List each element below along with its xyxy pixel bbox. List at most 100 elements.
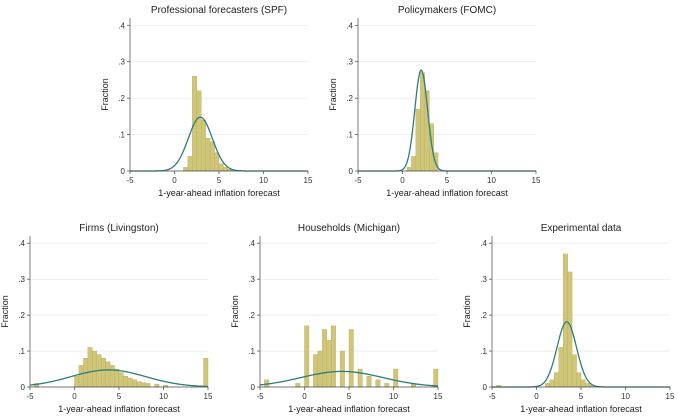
chart-title: Professional forecasters (SPF) xyxy=(151,5,287,16)
x-tick-label: -5 xyxy=(354,176,362,185)
histogram-bar xyxy=(415,108,421,172)
x-tick-label: 10 xyxy=(621,392,630,401)
histogram-bar xyxy=(571,354,577,388)
chart-panel: Households (Michigan)0.1.2.3.4-5 0 5 10 151-… xyxy=(230,223,443,414)
chart-panel: Policymakers (FOMC)0.1.2.3.4-5 0 5 10 151-ye… xyxy=(328,5,541,198)
histogram-bar xyxy=(576,372,582,388)
x-axis-label: 1-year-ahead inflation forecast xyxy=(58,404,180,414)
x-tick-label: 10 xyxy=(389,392,398,401)
x-axis-label: 1-year-ahead inflation forecast xyxy=(520,404,642,414)
histogram-bar xyxy=(585,383,591,388)
histogram-bar xyxy=(375,379,381,388)
normal-density-curve xyxy=(358,69,536,172)
histogram-bar xyxy=(393,368,399,388)
y-tick-label: 0 xyxy=(21,383,26,392)
x-tick-label: 15 xyxy=(304,176,313,185)
chart-panel: Firms (Livingston)0.1.2.3.4-5 0 5 10 151-yea… xyxy=(0,223,213,414)
histogram-bar xyxy=(295,383,301,388)
histogram-bar xyxy=(100,358,106,388)
y-axis-label: Fraction xyxy=(100,78,110,111)
x-tick-label: 0 xyxy=(72,392,77,401)
y-tick-label: .3 xyxy=(248,275,255,284)
histogram-bar xyxy=(322,329,327,388)
normal-density-curve xyxy=(259,370,439,387)
x-tick-label: 15 xyxy=(666,392,675,401)
histogram-bar xyxy=(132,379,138,388)
y-tick-label: .2 xyxy=(118,94,125,103)
histogram-bar xyxy=(304,325,310,388)
histogram-bar xyxy=(200,119,206,172)
histogram-bar xyxy=(141,382,146,388)
x-tick-label: 0 xyxy=(302,392,307,401)
x-axis-label: 1-year-ahead inflation forecast xyxy=(288,404,410,414)
y-tick-label: 0 xyxy=(121,167,126,176)
histogram-bar xyxy=(339,350,345,388)
histogram-bar xyxy=(127,377,133,388)
histogram-bar xyxy=(317,350,323,388)
y-tick-label: .1 xyxy=(18,347,25,356)
histogram-bar xyxy=(563,253,568,388)
x-tick-label: 5 xyxy=(347,392,352,401)
histogram-bar xyxy=(78,365,84,388)
histogram-bar xyxy=(545,383,551,388)
histogram-bar xyxy=(554,372,559,388)
x-tick-label: 10 xyxy=(159,392,168,401)
chart-title: Households (Michigan) xyxy=(298,223,400,234)
histogram-bar xyxy=(433,368,439,388)
x-tick-label: 5 xyxy=(579,392,584,401)
x-tick-label: -5 xyxy=(126,176,134,185)
chart-title: Experimental data xyxy=(541,223,622,234)
x-tick-label: -5 xyxy=(256,392,264,401)
chart-title: Policymakers (FOMC) xyxy=(398,5,496,16)
histogram-bar xyxy=(145,383,151,388)
x-axis-label: 1-year-ahead inflation forecast xyxy=(158,188,280,198)
x-tick-label: 0 xyxy=(534,392,539,401)
y-tick-label: .2 xyxy=(18,311,25,320)
y-tick-label: 0 xyxy=(251,383,256,392)
x-tick-label: 5 xyxy=(217,176,222,185)
y-tick-label: .3 xyxy=(346,58,353,67)
histogram-bar xyxy=(558,347,564,388)
histogram-bar xyxy=(136,381,142,388)
y-tick-label: .1 xyxy=(480,347,487,356)
x-tick-label: 5 xyxy=(117,392,122,401)
histogram-bar xyxy=(123,376,129,388)
histogram-bar xyxy=(223,167,229,172)
x-tick-label: 15 xyxy=(204,392,213,401)
x-axis-label: 1-year-ahead inflation forecast xyxy=(386,188,508,198)
x-tick-label: 10 xyxy=(259,176,268,185)
y-tick-label: .2 xyxy=(346,94,353,103)
y-tick-label: .1 xyxy=(118,131,125,140)
histogram-bar xyxy=(109,365,115,388)
histogram-bar xyxy=(209,141,215,172)
histogram-bar xyxy=(313,354,319,388)
y-axis-label: Fraction xyxy=(328,78,338,111)
histogram-bar xyxy=(154,383,160,388)
histogram-bar xyxy=(580,379,586,388)
y-axis-label: Fraction xyxy=(462,295,472,328)
y-tick-label: .2 xyxy=(248,311,255,320)
histogram-bar xyxy=(105,361,111,388)
y-tick-label: 0 xyxy=(483,383,488,392)
y-tick-label: .3 xyxy=(118,58,125,67)
histogram-bar xyxy=(187,156,193,172)
histogram-bar xyxy=(92,350,97,388)
x-tick-label: 15 xyxy=(532,176,541,185)
y-tick-label: 0 xyxy=(349,167,354,176)
histogram-bar xyxy=(331,325,336,388)
y-axis-label: Fraction xyxy=(230,295,240,328)
histogram-bar xyxy=(114,368,120,388)
x-tick-label: 5 xyxy=(445,176,450,185)
y-tick-label: .4 xyxy=(248,239,255,248)
histogram-bar xyxy=(384,383,390,388)
histogram-bar xyxy=(183,167,189,172)
y-tick-label: .1 xyxy=(248,347,255,356)
histogram-bar xyxy=(74,376,80,388)
chart-panel: Professional forecasters (SPF) 0 .1 .2 .3 .4 -… xyxy=(100,5,313,198)
x-tick-label: 10 xyxy=(487,176,496,185)
y-tick-label: .4 xyxy=(346,21,353,30)
y-tick-label: .3 xyxy=(18,275,25,284)
histogram-bar xyxy=(411,156,417,172)
